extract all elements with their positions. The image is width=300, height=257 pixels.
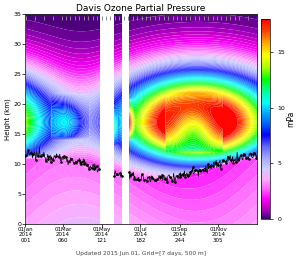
Point [23,222,28,226]
Point [23,222,28,226]
Point [23,222,28,226]
Bar [122,14,129,224]
Point [23,222,28,226]
Point [23,222,28,226]
Title: Davis Ozone Partial Pressure: Davis Ozone Partial Pressure [76,4,206,13]
Point [23,222,28,226]
Point [23,222,28,226]
Point [23,222,28,226]
Point [23,222,28,226]
Point [23,222,28,226]
Point [23,222,28,226]
Point [23,222,28,226]
Point [23,222,28,226]
Point [23,222,28,226]
Point [23,222,28,226]
Point [23,222,28,226]
Point [23,222,28,226]
Point [23,222,28,226]
Point [23,222,28,226]
Point [23,222,28,226]
Point [23,222,28,226]
Point [23,222,28,226]
Point [23,222,28,226]
Point [23,222,28,226]
Point [23,222,28,226]
Point [23,222,28,226]
Point [23,222,28,226]
Text: Updated 2015 Jun 01, Grid=[7 days, 500 m]: Updated 2015 Jun 01, Grid=[7 days, 500 m… [76,251,206,256]
Y-axis label: Height (km): Height (km) [4,98,11,140]
Point [23,222,28,226]
Point [23,222,28,226]
Point [23,222,28,226]
Point [23,222,28,226]
Point [23,222,28,226]
Point [23,222,28,226]
Point [23,222,28,226]
Point [23,222,28,226]
Point [23,222,28,226]
Point [23,222,28,226]
Point [23,222,28,226]
Y-axis label: mPa: mPa [286,111,296,127]
Point [23,222,28,226]
Point [23,222,28,226]
Point [23,222,28,226]
Point [23,222,28,226]
Point [23,222,28,226]
Point [23,222,28,226]
Point [23,222,28,226]
Point [23,222,28,226]
Point [23,222,28,226]
Point [23,222,28,226]
Point [23,222,28,226]
Point [23,222,28,226]
Point [23,222,28,226]
Point [23,222,28,226]
Point [23,222,28,226]
Point [23,222,28,226]
Point [23,222,28,226]
Point [23,222,28,226]
Point [23,222,28,226]
Point [23,222,28,226]
Point [23,222,28,226]
Point [23,222,28,226]
Point [23,222,28,226]
Bar [100,14,114,224]
Point [23,222,28,226]
Point [23,222,28,226]
Point [23,222,28,226]
Point [23,222,28,226]
Point [23,222,28,226]
Point [23,222,28,226]
Point [23,222,28,226]
Point [23,222,28,226]
Point [23,222,28,226]
Point [23,222,28,226]
Point [23,222,28,226]
Point [23,222,28,226]
Point [23,222,28,226]
Point [23,222,28,226]
Point [23,222,28,226]
Point [23,222,28,226]
Point [23,222,28,226]
Point [23,222,28,226]
Point [23,222,28,226]
